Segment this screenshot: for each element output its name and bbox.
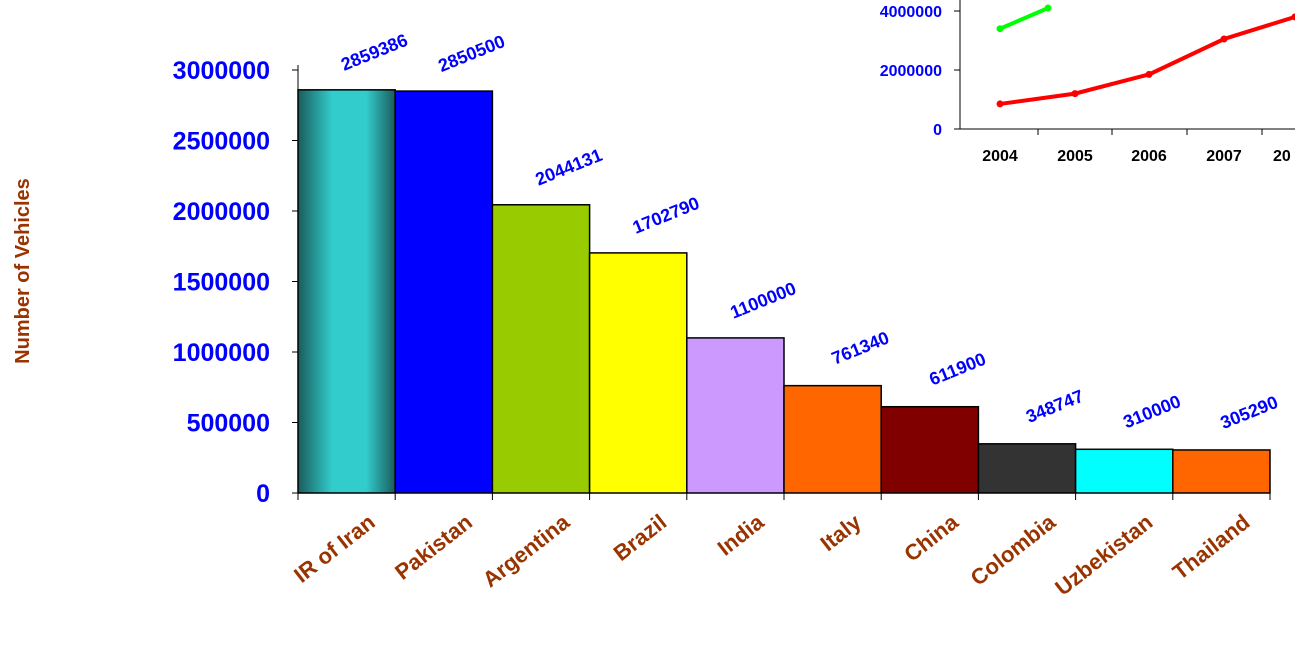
bar-value-label: 310000 <box>1120 391 1183 432</box>
bar <box>1173 450 1270 493</box>
bar-value-label: 305290 <box>1218 392 1281 433</box>
inset-x-tick-label: 2007 <box>1206 148 1242 165</box>
y-tick-label: 1000000 <box>173 339 270 367</box>
x-category-label: Italy <box>816 509 867 556</box>
bar <box>395 91 492 493</box>
inset-y-tick-label: 4000000 <box>880 4 942 21</box>
bar <box>590 253 687 493</box>
inset-data-point <box>997 25 1004 32</box>
y-tick-label: 1500000 <box>173 269 270 297</box>
y-tick-label: 500000 <box>187 410 270 438</box>
bar <box>298 90 395 493</box>
x-category-label: Pakistan <box>390 509 477 584</box>
bar-value-label: 2859386 <box>338 30 410 75</box>
inset-x-tick-label: 2004 <box>982 148 1018 165</box>
inset-data-point <box>1045 5 1052 12</box>
inset-series-line <box>1000 17 1295 104</box>
inset-x-tick-label: 2005 <box>1057 148 1093 165</box>
inset-data-point <box>997 100 1004 107</box>
bar <box>978 444 1075 493</box>
y-tick-label: 0 <box>256 480 270 508</box>
bar <box>784 386 881 493</box>
inset-x-tick-label: 2006 <box>1131 148 1167 165</box>
y-axis-title: Number of Vehicles <box>12 178 34 364</box>
x-category-label: Argentina <box>478 509 575 592</box>
x-category-label: IR of Iran <box>289 509 380 587</box>
x-category-label: Thailand <box>1168 509 1255 584</box>
bar <box>687 338 784 493</box>
bar-value-label: 348747 <box>1023 386 1086 427</box>
main-bar-chart: 0 500000 1000000 1500000 2000000 2500000 30000… <box>12 30 1281 601</box>
x-category-label: Colombia <box>966 509 1061 591</box>
inset-x-tick-label: 20 <box>1273 148 1291 165</box>
y-tick-label: 2500000 <box>173 128 270 156</box>
bar <box>881 407 978 493</box>
inset-y-tick-label: 0 <box>933 122 942 139</box>
bar-value-label: 1702790 <box>630 193 702 238</box>
bar-value-label: 2044131 <box>533 145 605 190</box>
inset-data-point <box>1072 90 1079 97</box>
x-category-label: China <box>899 509 963 567</box>
inset-y-tick-label: 2000000 <box>880 63 942 80</box>
x-category-label: India <box>713 509 769 561</box>
inset-data-point <box>1221 36 1228 43</box>
inset-line-chart: 0 2000000 4000000 2004 2005 2006 2007 20 <box>880 0 1295 165</box>
bar-value-label: 761340 <box>829 328 892 369</box>
bar-value-label: 611900 <box>926 349 988 390</box>
inset-series-line <box>1000 8 1048 29</box>
x-category-label: Brazil <box>609 509 672 566</box>
bar-value-label: 1100000 <box>727 278 799 322</box>
x-category-label: Uzbekistan <box>1050 509 1157 600</box>
bar <box>1076 449 1173 493</box>
y-tick-label: 3000000 <box>173 57 270 85</box>
inset-data-point <box>1146 71 1153 78</box>
y-tick-label: 2000000 <box>173 198 270 226</box>
bar-value-label: 2850500 <box>435 31 507 76</box>
bar <box>492 205 589 493</box>
